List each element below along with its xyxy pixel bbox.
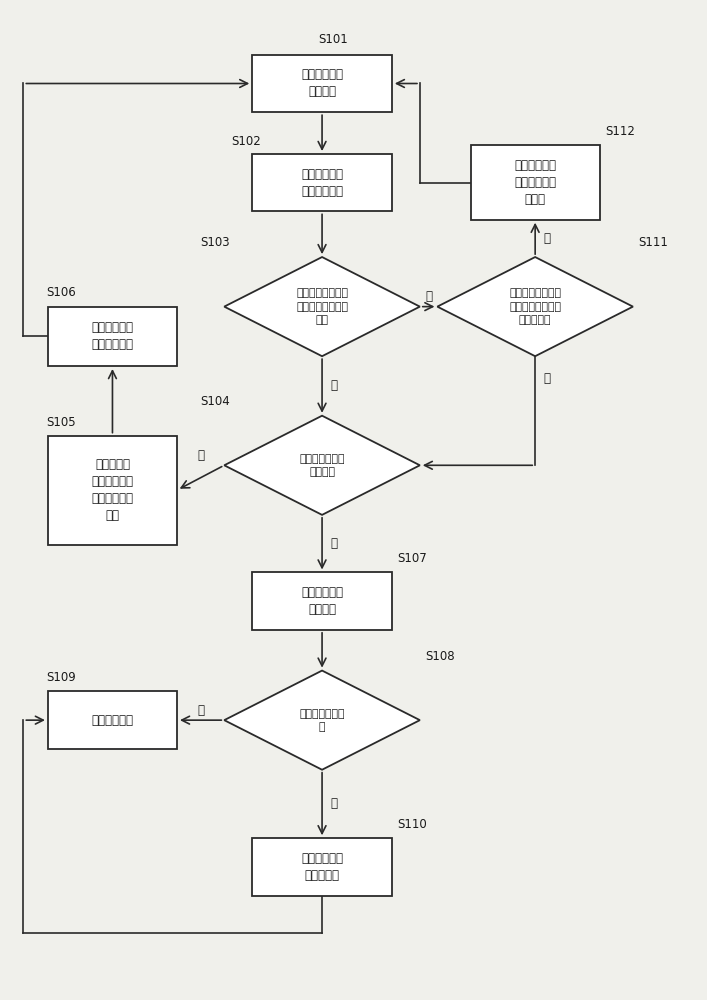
- Bar: [252, 572, 392, 630]
- Text: 验证该包是否为
首次收到: 验证该包是否为 首次收到: [299, 454, 345, 477]
- Text: S102: S102: [231, 135, 261, 148]
- Text: 转发数据包或
进行其他处理: 转发数据包或 进行其他处理: [91, 321, 134, 351]
- Text: 否: 否: [330, 379, 337, 392]
- Text: S105: S105: [46, 416, 76, 429]
- Text: 是: 是: [197, 449, 204, 462]
- Text: 接收、转发数
据包或进行其
他处理: 接收、转发数 据包或进行其 他处理: [514, 159, 556, 206]
- Text: 丢掉该数据包: 丢掉该数据包: [91, 714, 134, 727]
- Text: S109: S109: [46, 671, 76, 684]
- Text: 根据该发送节点的
启动包判断是否有
重启: 根据该发送节点的 启动包判断是否有 重启: [296, 288, 348, 325]
- Text: S106: S106: [46, 286, 76, 299]
- Text: S112: S112: [605, 125, 635, 138]
- Text: 接收该数据
包，记录同一
发送节点累加
长度: 接收该数据 包，记录同一 发送节点累加 长度: [91, 458, 134, 522]
- Polygon shape: [224, 416, 420, 515]
- Bar: [48, 436, 177, 545]
- Text: 记录数据包顺
序编号和长度: 记录数据包顺 序编号和长度: [301, 168, 343, 198]
- Text: 否: 否: [544, 232, 551, 245]
- Text: 接收节点收到
新数据包: 接收节点收到 新数据包: [301, 68, 343, 98]
- Text: 否: 否: [330, 537, 337, 550]
- Text: S108: S108: [426, 650, 455, 663]
- Text: 是: 是: [197, 704, 204, 717]
- Text: 否: 否: [330, 797, 337, 810]
- Polygon shape: [224, 671, 420, 770]
- Text: S111: S111: [638, 236, 668, 249]
- Text: 记录数据包的
累加长度: 记录数据包的 累加长度: [301, 586, 343, 616]
- Bar: [471, 145, 600, 220]
- Text: 日志记录错误
数据包信息: 日志记录错误 数据包信息: [301, 852, 343, 882]
- Text: 通过已经接收的数
据总大小判断包发
送是否追上: 通过已经接收的数 据总大小判断包发 送是否追上: [509, 288, 561, 325]
- Bar: [252, 55, 392, 112]
- Text: S103: S103: [200, 236, 229, 249]
- Polygon shape: [438, 257, 633, 356]
- Text: 是: 是: [544, 372, 551, 385]
- Text: S107: S107: [397, 552, 427, 565]
- Bar: [252, 154, 392, 211]
- Text: S101: S101: [319, 33, 349, 46]
- Bar: [48, 691, 177, 749]
- Text: S104: S104: [200, 395, 230, 408]
- Text: 长度校验是否通
过: 长度校验是否通 过: [299, 709, 345, 732]
- Bar: [252, 838, 392, 896]
- Polygon shape: [224, 257, 420, 356]
- Text: S110: S110: [397, 818, 427, 831]
- Bar: [48, 307, 177, 366]
- Text: 是: 是: [425, 290, 432, 303]
